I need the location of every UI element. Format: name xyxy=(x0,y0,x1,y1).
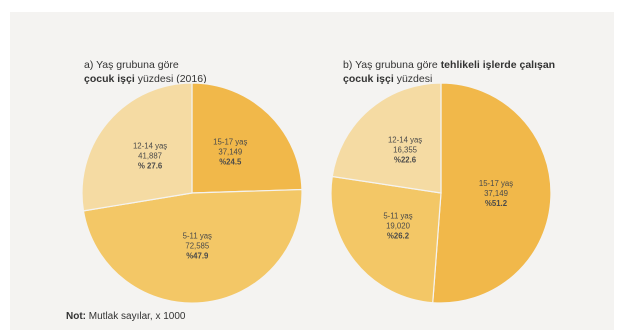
chart-a-slice-0 xyxy=(191,82,303,194)
chart-a-slice-1-percent-label: %47.9 xyxy=(186,252,209,261)
footnote-label: Not: xyxy=(66,311,86,322)
chart-a-slice-0-age-label: 15-17 yaş xyxy=(213,138,247,147)
chart-b-title-bold: tehlikeli işlerde çalışan çocuk işçi xyxy=(343,59,556,85)
chart-a-slice-2-percent-label: % 27.6 xyxy=(138,161,163,170)
chart-b-slice-0 xyxy=(432,82,552,304)
chart-b-title: b) Yaş grubuna göre tehlikeli işlerde ça… xyxy=(343,58,573,86)
chart-a-slice-1 xyxy=(82,188,303,304)
chart-a-slice-0-percent-label: %24.5 xyxy=(219,158,242,167)
chart-a-slice-2 xyxy=(81,82,193,212)
chart-b-title-prefix: b) Yaş grubuna göre xyxy=(343,59,438,71)
chart-a-slice-1-age-label: 5-11 yaş xyxy=(183,232,212,241)
chart-b-slice-2-percent-label: %22.6 xyxy=(394,155,417,164)
chart-a-slice-2-age-label: 12-14 yaş xyxy=(133,141,167,150)
chart-b-slice-2-age-label: 12-14 yaş xyxy=(388,135,422,144)
chart-b-slice-0-percent-label: %51.2 xyxy=(485,199,508,208)
chart-b-slice-1-percent-label: %26.2 xyxy=(387,231,410,240)
chart-a-slice-2-count-label: 41,887 xyxy=(138,151,162,160)
chart-a-slice-1-count-label: 72,585 xyxy=(185,242,210,251)
footnote: Not: Mutlak sayılar, x 1000 xyxy=(66,311,186,322)
footnote-text: Mutlak sayılar, x 1000 xyxy=(88,311,186,322)
chart-a-title: a) Yaş grubuna göre çocuk işçi yüzdesi (… xyxy=(84,58,284,86)
chart-b-slice-1 xyxy=(330,175,442,304)
chart-a-title-suffix: yüzdesi (2016) xyxy=(137,73,207,85)
chart-b-slice-1-count-label: 19,020 xyxy=(386,221,411,230)
chart-b-slice-0-count-label: 37,149 xyxy=(484,189,508,198)
chart-b-title-suffix: yüzdesi xyxy=(396,73,433,85)
chart-a-title-prefix: a) Yaş grubuna göre xyxy=(84,59,179,71)
chart-b-slice-0-age-label: 15-17 yaş xyxy=(479,179,513,188)
chart-b-slice-1-age-label: 5-11 yaş xyxy=(383,211,412,220)
chart-a-slice-0-count-label: 37,149 xyxy=(218,148,242,157)
chart-b-slice-2 xyxy=(331,82,442,194)
chart-b-slice-2-count-label: 16,355 xyxy=(393,145,418,154)
chart-a-title-bold: çocuk işçi xyxy=(84,73,135,85)
